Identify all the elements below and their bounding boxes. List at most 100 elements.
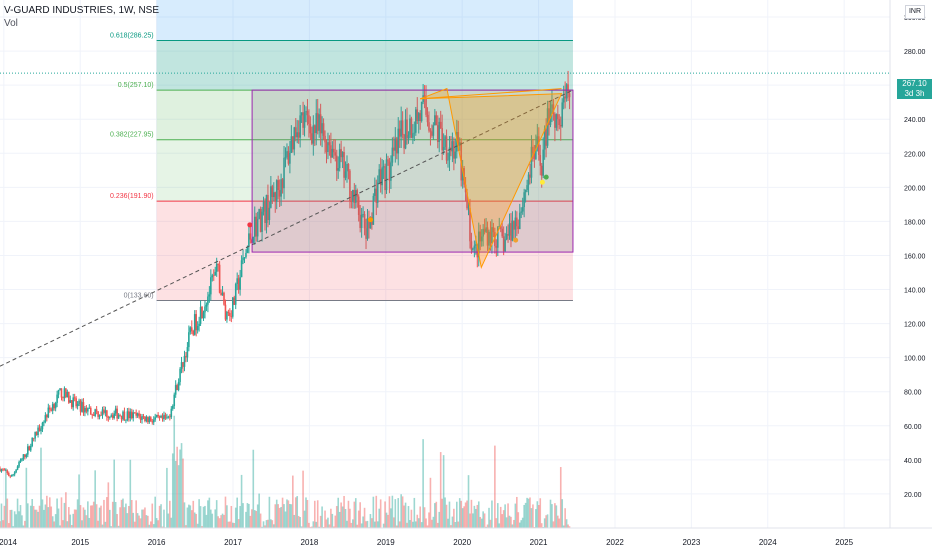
- candle-body: [259, 208, 262, 232]
- candle-body: [173, 394, 176, 407]
- candle-body: [397, 128, 400, 154]
- volume-bar: [161, 526, 164, 528]
- candle-body: [406, 119, 408, 139]
- candle-body: [495, 246, 498, 248]
- volume-bar: [300, 526, 303, 528]
- volume-bar: [283, 504, 285, 528]
- trendline-dashed: [0, 89, 574, 367]
- volume-bar: [155, 518, 158, 528]
- volume-bar: [404, 502, 407, 528]
- candle-body: [306, 110, 309, 116]
- volume-bar: [79, 505, 82, 528]
- volume-bar: [233, 523, 236, 528]
- volume-bar: [186, 507, 189, 528]
- candle-body: [434, 115, 436, 126]
- volume-bar: [88, 517, 91, 528]
- candle-body: [517, 226, 520, 230]
- volume-bar: [277, 504, 279, 528]
- y-tick-label: 180.00: [904, 219, 926, 226]
- volume-bar: [81, 520, 83, 528]
- volume-bar: [286, 499, 288, 528]
- candle-body: [334, 152, 337, 156]
- volume-bar: [292, 475, 294, 528]
- volume-bar: [485, 526, 487, 528]
- volume-bar: [422, 439, 424, 528]
- candle-body: [526, 185, 528, 190]
- volume-bar: [111, 501, 114, 528]
- volume-bar: [57, 508, 60, 528]
- volume-bar: [267, 519, 269, 528]
- triangle-pattern: [419, 87, 563, 270]
- candle-body: [120, 415, 123, 420]
- x-tick-label: 2018: [301, 538, 319, 547]
- volume-bar: [177, 465, 180, 528]
- volume-bar: [40, 447, 42, 528]
- volume-bar: [517, 512, 520, 528]
- candle-body: [554, 114, 556, 128]
- candle-body: [109, 416, 111, 418]
- volume-bar: [34, 509, 36, 528]
- candle-body: [299, 115, 301, 138]
- volume-bar: [236, 497, 238, 528]
- candle-body: [467, 207, 470, 209]
- candle-body: [535, 145, 537, 159]
- volume-bar: [6, 498, 9, 528]
- candle-body: [218, 264, 221, 293]
- volume-bar: [476, 504, 479, 528]
- drawings[interactable]: [0, 72, 890, 367]
- bar-countdown: 3d 3h: [904, 89, 925, 98]
- candle-body: [337, 168, 340, 171]
- range-rectangle: [251, 89, 574, 253]
- volume-bar: [365, 521, 367, 528]
- candle-body: [403, 134, 405, 149]
- candle-body: [432, 125, 435, 136]
- candle-body: [290, 136, 293, 153]
- candle-body: [513, 220, 515, 230]
- volume-bar: [221, 513, 224, 528]
- candle-body: [239, 277, 241, 290]
- candle-body: [292, 136, 294, 150]
- volume-bar: [278, 507, 281, 528]
- candle-body: [442, 146, 445, 151]
- volume-bar: [97, 520, 99, 528]
- volume-bar: [463, 506, 465, 528]
- volume-bar: [27, 503, 29, 528]
- volume-bar: [210, 509, 212, 528]
- currency-label[interactable]: INR: [905, 5, 925, 19]
- candle-body: [426, 114, 429, 123]
- volume-bar: [561, 499, 564, 528]
- volume-bar: [129, 459, 132, 528]
- volume-bar: [539, 498, 542, 528]
- volume-bar: [252, 449, 255, 528]
- volume-bar: [308, 522, 310, 528]
- volume-bar: [354, 498, 357, 528]
- volume-bar: [211, 513, 214, 528]
- candle-body: [3, 469, 6, 471]
- volume-bar: [475, 508, 477, 528]
- volume-bar: [537, 505, 540, 528]
- fibonacci-retracement[interactable]: 0.618(286.25) 0.5(257.10) 0.382(227.95) 0.2…: [110, 0, 573, 301]
- x-tick-label: 2016: [148, 538, 166, 547]
- y-tick-label: 240.00: [904, 117, 926, 124]
- volume-bar: [508, 515, 511, 528]
- y-tick-label: 200.00: [904, 185, 926, 192]
- volume-bar: [543, 518, 546, 528]
- volume-bar: [403, 505, 405, 528]
- volume-bar: [479, 516, 482, 528]
- x-tick-label: 2021: [530, 538, 548, 547]
- volume-bar: [87, 501, 89, 528]
- volume-bar: [438, 511, 441, 528]
- volume-bar: [442, 455, 445, 528]
- volume-bar: [360, 523, 363, 528]
- candle-body: [126, 411, 129, 421]
- volume-bar: [325, 519, 328, 528]
- volume-bar: [545, 515, 547, 528]
- candle-body: [25, 454, 28, 457]
- fib-level-label: 0(133.60): [124, 292, 154, 299]
- volume-bar: [272, 524, 275, 528]
- candle-body: [340, 149, 342, 158]
- volume-bar: [457, 521, 460, 528]
- volume-bar: [0, 503, 3, 528]
